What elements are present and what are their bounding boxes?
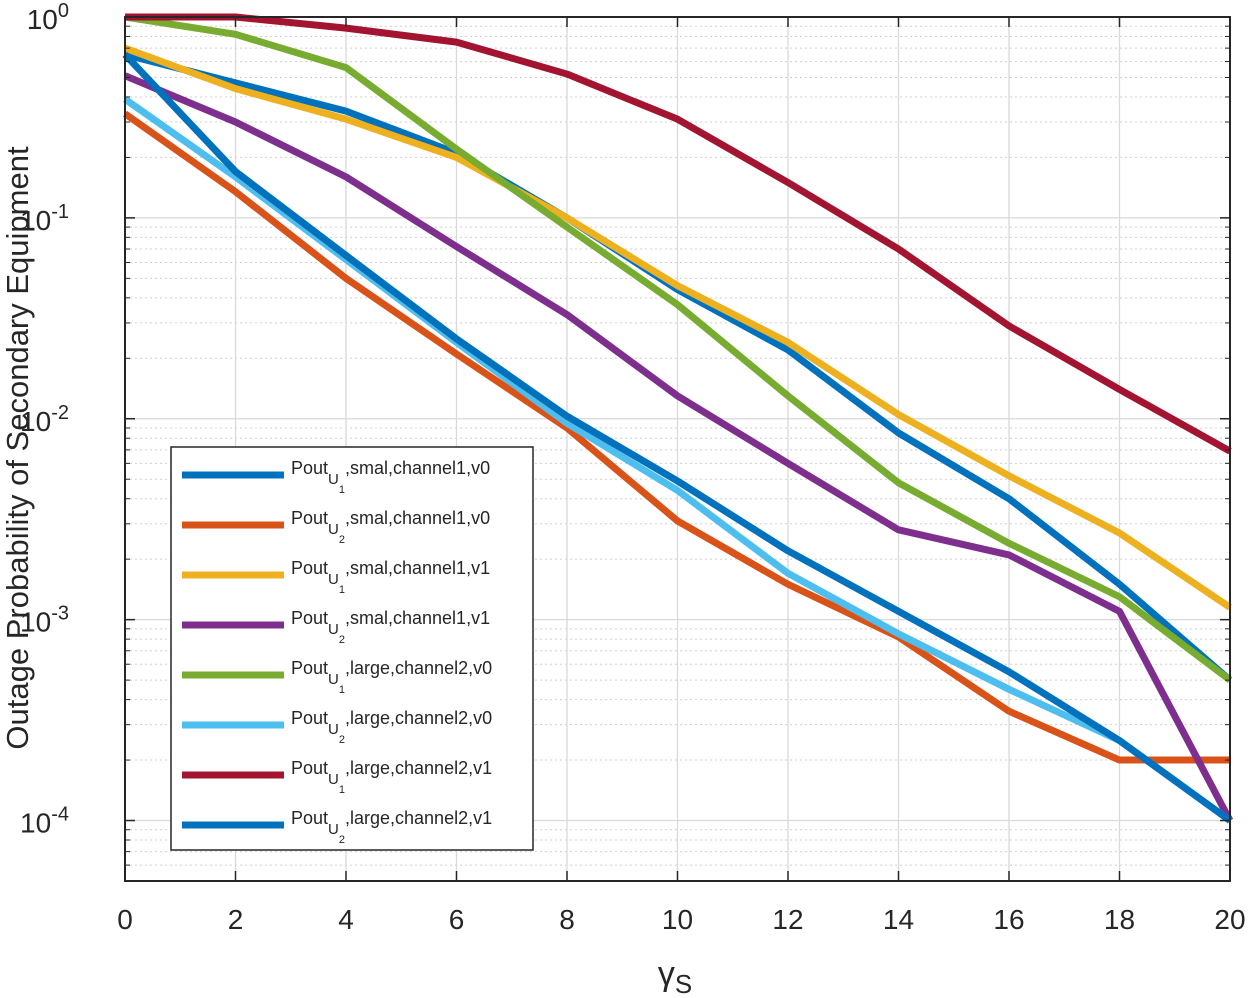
series-layer [122,13,1234,824]
legend-label-2: PoutU2,smal,channel1,v0 [291,508,490,546]
x-tick-label: 6 [449,904,465,935]
x-tick-label: 0 [117,904,133,935]
x-tick-label: 2 [228,904,244,935]
x-tick-label: 18 [1104,904,1135,935]
x-tick-label: 16 [993,904,1024,935]
y-tick-labels: 100 10-1 10-2 10-3 10-4 [20,0,69,839]
legend: PoutU1,smal,channel1,v0 PoutU2,smal,chann… [170,446,534,851]
legend-label-8: PoutU2,large,channel2,v1 [291,808,492,846]
x-tick-label: 12 [772,904,803,935]
legend-label-4: PoutU2,smal,channel1,v1 [291,608,490,646]
y-axis-title: Outage Probability of Secondary Equipmen… [0,146,35,750]
y-tick-label: 10-1 [20,201,69,236]
y-tick-label: 10-2 [20,402,69,437]
legend-label-5: PoutU1,large,channel2,v0 [291,658,492,696]
x-tick-label: 4 [338,904,354,935]
legend-label-1: PoutU1,smal,channel1,v0 [291,458,490,496]
series-line-6 [122,96,1233,824]
x-tick-label: 14 [883,904,914,935]
x-tick-label: 8 [559,904,575,935]
series-line-4 [123,72,1234,823]
legend-label-6: PoutU2,large,channel2,v0 [291,708,492,746]
legend-box [170,446,534,851]
x-tick-labels: 0 2 4 6 8 10 12 14 16 18 20 [117,904,1245,935]
y-tick-label: 100 [27,0,69,35]
y-tick-label: 10-3 [20,603,69,638]
axis-ticks [124,16,1231,882]
x-tick-label: 20 [1214,904,1245,935]
series-line-3 [123,44,1232,611]
y-tick-label: 10-4 [20,804,69,839]
series-line-5 [124,13,1233,683]
series-line-8 [122,52,1233,824]
x-axis-title: γS [658,955,692,998]
series-line-2 [122,110,1230,764]
legend-label-7: PoutU1,large,channel2,v1 [291,758,492,796]
legend-label-3: PoutU1,smal,channel1,v1 [291,558,490,596]
series-line-7 [125,13,1232,455]
x-tick-label: 10 [662,904,693,935]
